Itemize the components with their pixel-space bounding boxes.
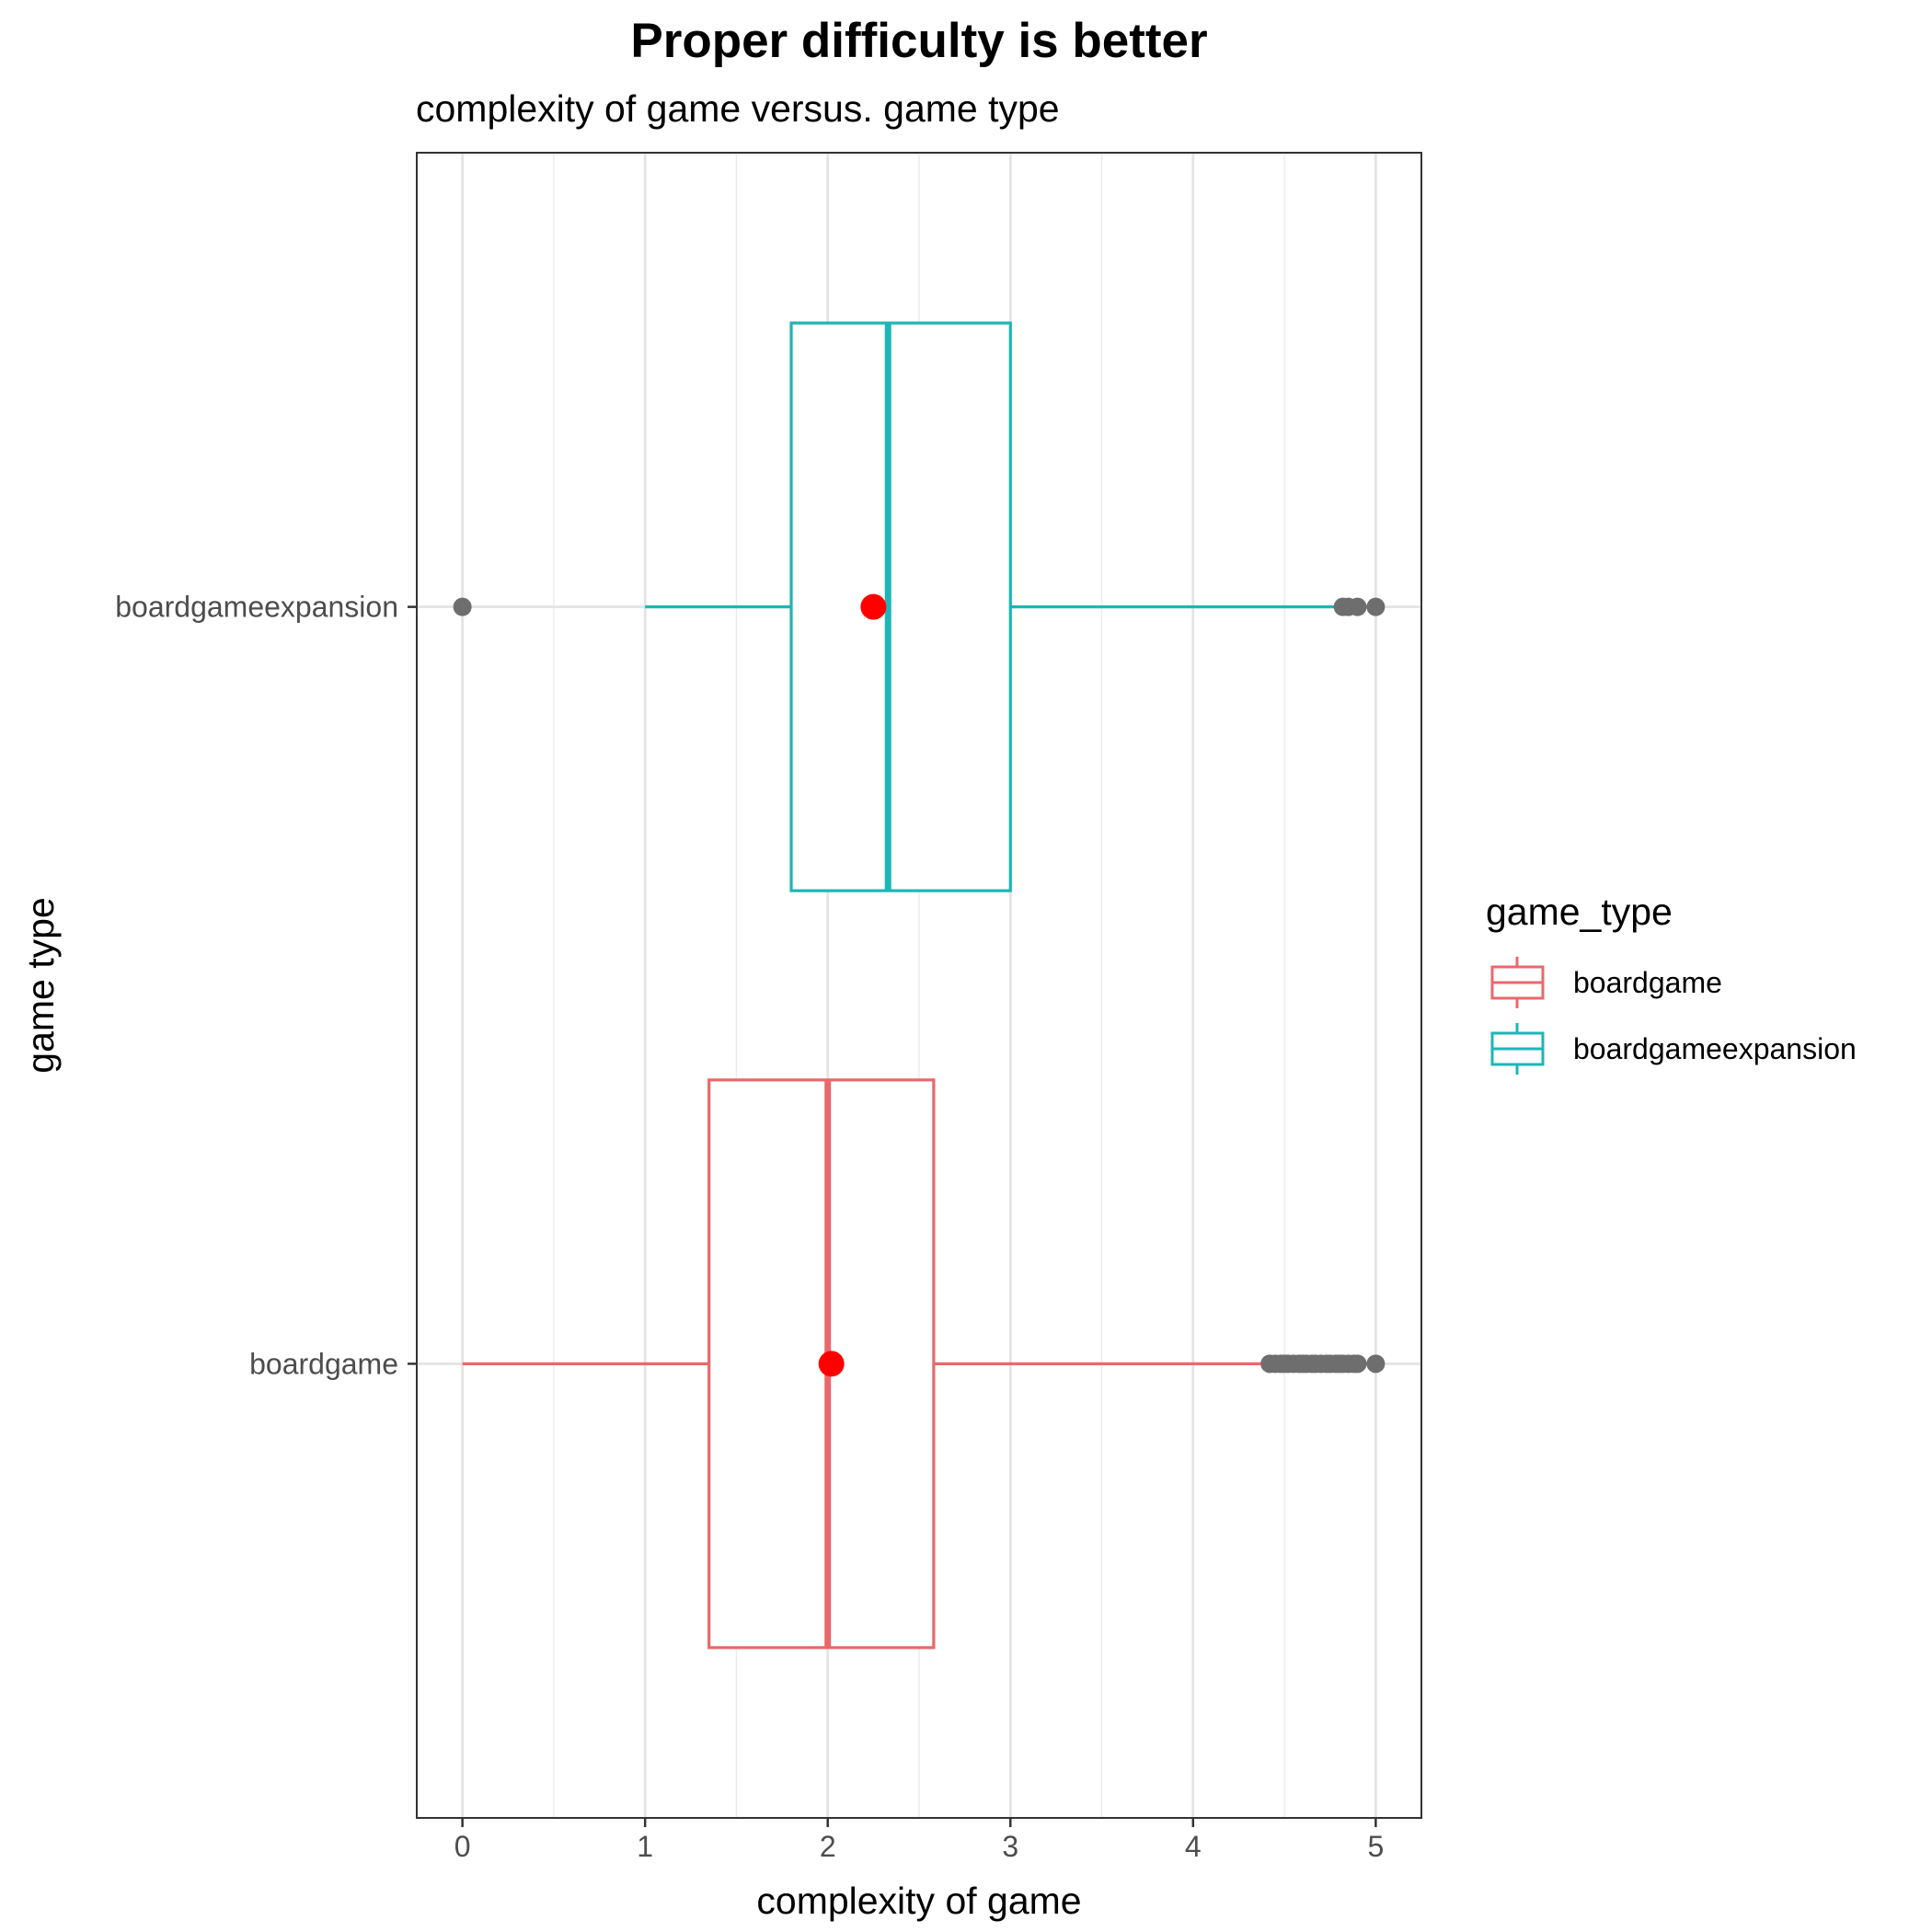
x-tick-label: 5 [1367, 1830, 1384, 1863]
outlier-point [1348, 1354, 1367, 1374]
y-axis-title: game type [19, 897, 62, 1073]
x-tick-label: 0 [454, 1830, 471, 1863]
y-tick-label: boardgameexpansion [115, 591, 398, 624]
box [789, 321, 1012, 892]
chart-title: Proper difficulty is better [630, 14, 1207, 68]
legend-key [1490, 957, 1545, 1008]
legend-key [1490, 1023, 1545, 1075]
legend-title: game_type [1486, 891, 1673, 933]
y-tick-label: boardgame [249, 1347, 398, 1380]
x-tick-label: 3 [1002, 1830, 1018, 1863]
outlier-point [1366, 1354, 1386, 1374]
chart-subtitle: complexity of game versus. game type [416, 87, 1060, 130]
legend: game_type boardgame boardgameexpansion [1486, 891, 1857, 1075]
legend-label: boardgameexpansion [1573, 1032, 1857, 1065]
plot-panel: 0 1 2 3 4 5 boardgame boardgameexpansion [115, 152, 1422, 1863]
x-axis-title: complexity of game [756, 1880, 1081, 1922]
outlier-point [453, 597, 472, 616]
x-tick-label: 2 [820, 1830, 836, 1863]
panel-border [416, 152, 1422, 1819]
x-tick-label: 4 [1185, 1830, 1202, 1863]
outlier-point [1366, 597, 1386, 616]
mean-point [818, 1351, 845, 1377]
mean-point [860, 593, 887, 620]
legend-label: boardgame [1573, 966, 1722, 999]
outlier-point [1348, 597, 1367, 616]
x-tick-label: 1 [637, 1830, 653, 1863]
